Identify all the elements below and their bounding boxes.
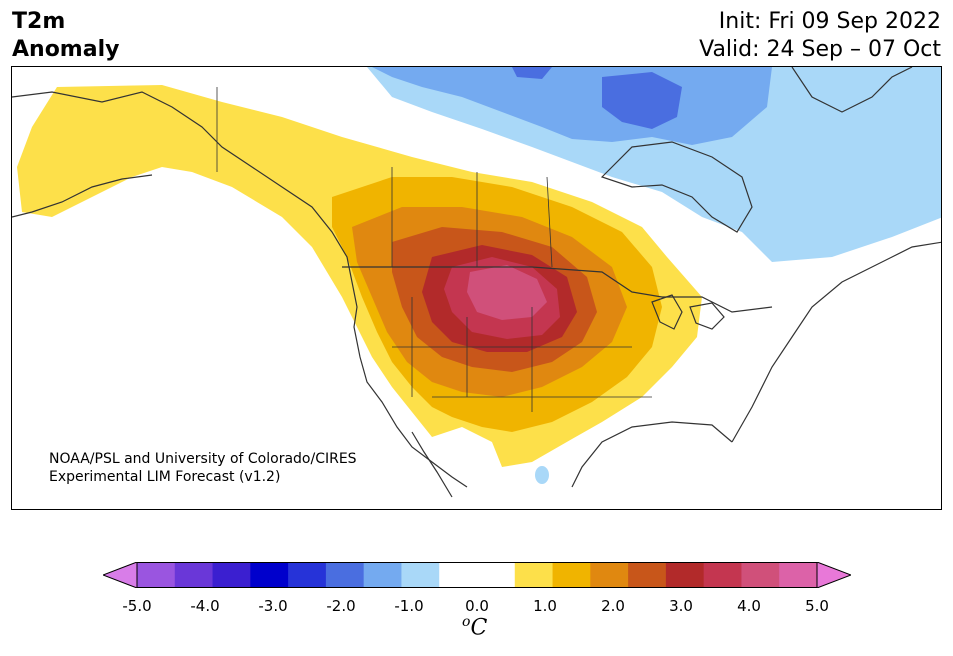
attribution-line2: Experimental LIM Forecast (v1.2) bbox=[49, 469, 281, 485]
colorbar-segment bbox=[477, 562, 516, 588]
colorbar-segment bbox=[514, 562, 554, 588]
map-svg bbox=[12, 67, 941, 498]
province-borders bbox=[216, 87, 652, 412]
colorbar-tick-label: -2.0 bbox=[326, 597, 356, 615]
colorbar-segment bbox=[401, 562, 440, 588]
anomaly-map bbox=[11, 66, 942, 510]
unit-superscript: o bbox=[462, 614, 471, 630]
colorbar-frame bbox=[136, 562, 818, 588]
colorbar-segment bbox=[137, 562, 176, 588]
attribution-line1: NOAA/PSL and University of Colorado/CIRE… bbox=[49, 451, 357, 467]
colorbar-tick-label: 0.0 bbox=[465, 597, 489, 615]
colorbar-extend-high bbox=[816, 562, 851, 588]
hudson-bay bbox=[600, 141, 753, 233]
colorbar-segment bbox=[250, 562, 289, 588]
colorbar-unit: oC bbox=[462, 614, 487, 640]
colorbar-tick-label: 3.0 bbox=[669, 597, 693, 615]
colorbar-segment bbox=[325, 562, 365, 588]
cold-anomaly-strong bbox=[512, 67, 682, 129]
colorbar-segment bbox=[212, 562, 251, 588]
colorbar-segment bbox=[174, 562, 214, 588]
colorbar-extend-low bbox=[103, 562, 138, 588]
colorbar-segment bbox=[288, 562, 327, 588]
baja-coast bbox=[411, 431, 453, 498]
colorbar-segment bbox=[439, 562, 478, 588]
warm-anomaly-7 bbox=[467, 265, 547, 320]
map-title: T2m Anomaly bbox=[12, 8, 119, 64]
colorbar-segment bbox=[665, 562, 705, 588]
gulf-coastline bbox=[571, 421, 733, 488]
cold-anomaly-spot bbox=[535, 466, 549, 484]
colorbar-tick-label: 4.0 bbox=[737, 597, 761, 615]
colorbar-tick-label: 2.0 bbox=[601, 597, 625, 615]
atlantic-coastline bbox=[731, 241, 941, 443]
pacific-coastline bbox=[12, 91, 468, 488]
coastlines-and-borders bbox=[12, 67, 941, 498]
colorbar-tick-label: -1.0 bbox=[394, 597, 424, 615]
colorbar-segment bbox=[779, 562, 818, 588]
attribution: NOAA/PSL and University of Colorado/CIRE… bbox=[49, 450, 357, 486]
colorbar-tick-label: 5.0 bbox=[805, 597, 829, 615]
anomaly-shading bbox=[17, 67, 941, 484]
cold-anomaly-light bbox=[367, 67, 941, 262]
great-lakes bbox=[651, 294, 725, 330]
canada-us-border bbox=[342, 266, 773, 313]
colorbar bbox=[103, 562, 851, 588]
colorbar-tick-label: 1.0 bbox=[533, 597, 557, 615]
colorbar-segment bbox=[703, 562, 742, 588]
colorbar-segment bbox=[363, 562, 402, 588]
valid-period: Valid: 24 Sep – 07 Oct bbox=[699, 37, 941, 62]
unit-symbol: C bbox=[470, 615, 488, 641]
colorbar-ticks: -5.0 -4.0 -3.0 -2.0 -1.0 0.0 1.0 2.0 3.0 4.0 5.0 bbox=[0, 597, 953, 617]
greenland-coast bbox=[791, 67, 913, 113]
colorbar-tick-label: -5.0 bbox=[122, 597, 152, 615]
colorbar-tick-label: -4.0 bbox=[190, 597, 220, 615]
colorbar-segment bbox=[741, 562, 780, 588]
colorbar-segment bbox=[552, 562, 591, 588]
alaska-coast bbox=[12, 174, 153, 218]
forecast-dates: Init: Fri 09 Sep 2022 Valid: 24 Sep – 07… bbox=[699, 8, 941, 64]
colorbar-tick-label: -3.0 bbox=[258, 597, 288, 615]
colorbar-segment bbox=[628, 562, 667, 588]
colorbar-segment bbox=[590, 562, 629, 588]
title-variable-sub: Anomaly bbox=[12, 37, 120, 62]
title-variable: T2m bbox=[12, 9, 66, 34]
init-date: Init: Fri 09 Sep 2022 bbox=[718, 9, 941, 34]
